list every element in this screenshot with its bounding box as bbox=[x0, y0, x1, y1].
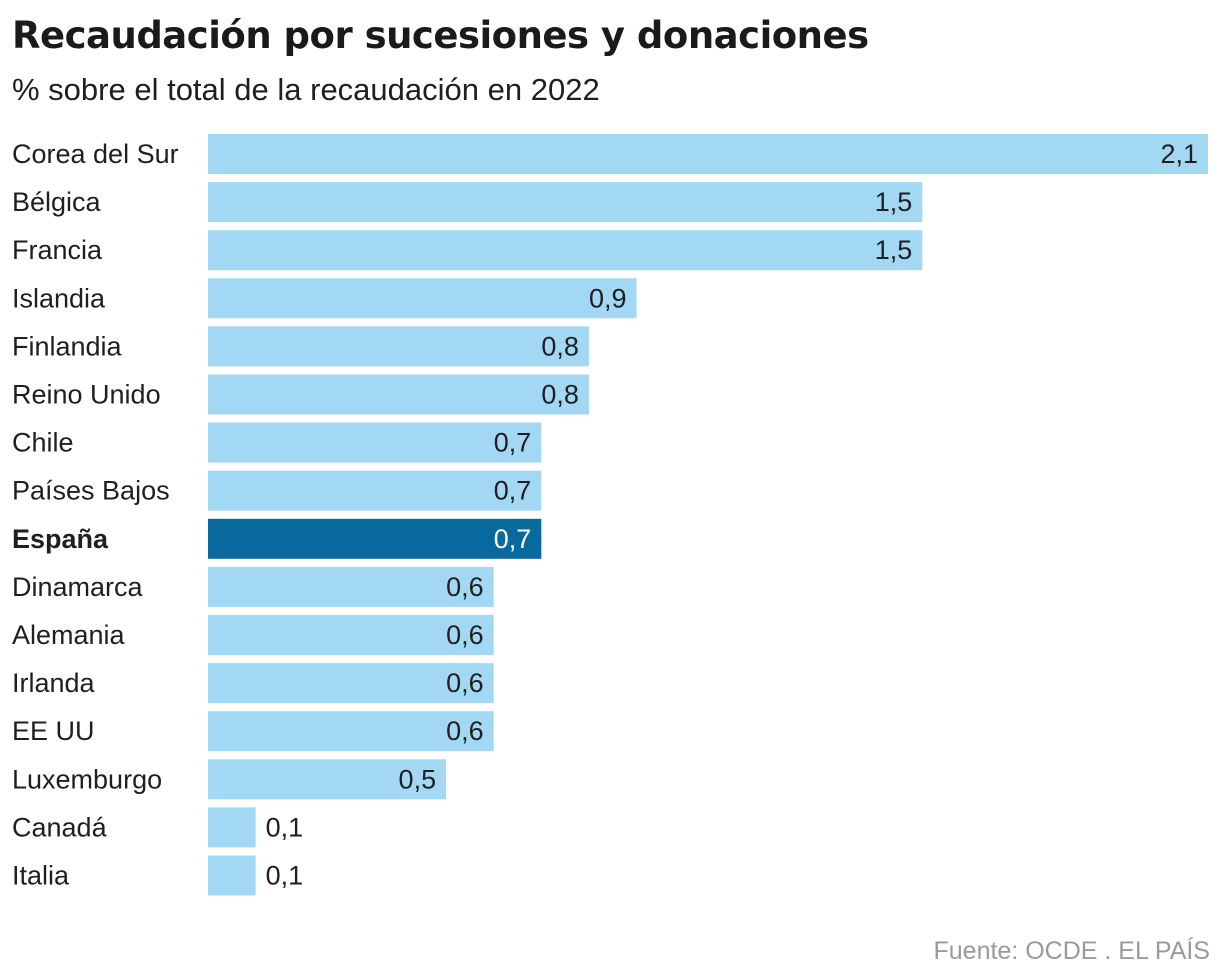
bars-layer: Corea del Sur 2,1 Bélgica 1,5 Francia 1,5 Isla… bbox=[12, 134, 1208, 896]
value-label: 0,5 bbox=[399, 764, 437, 794]
category-label: Bélgica bbox=[12, 187, 102, 217]
category-label: Dinamarca bbox=[12, 572, 144, 602]
bar-highlight bbox=[208, 518, 542, 559]
bar-row: España 0,7 bbox=[12, 518, 542, 559]
value-label: 0,6 bbox=[446, 572, 484, 602]
category-label: Corea del Sur bbox=[12, 139, 179, 169]
bar-row: Países Bajos 0,7 bbox=[12, 470, 542, 511]
value-label: 0,1 bbox=[266, 861, 304, 891]
bar-row: Dinamarca 0,6 bbox=[12, 566, 494, 607]
bar bbox=[208, 711, 494, 752]
value-label: 0,7 bbox=[494, 476, 532, 506]
bar-row: Islandia 0,9 bbox=[12, 278, 637, 319]
category-label: Reino Unido bbox=[12, 380, 161, 410]
category-label: Islandia bbox=[12, 283, 106, 313]
bar-row: Corea del Sur 2,1 bbox=[12, 134, 1208, 174]
bar-row: Bélgica 1,5 bbox=[12, 182, 923, 223]
bar bbox=[208, 182, 923, 223]
value-label: 0,8 bbox=[541, 380, 579, 410]
value-label: 0,6 bbox=[446, 620, 484, 650]
category-label: Finlandia bbox=[12, 331, 123, 361]
category-label: Alemania bbox=[12, 620, 126, 650]
bar bbox=[208, 422, 542, 463]
bar-row: EE UU 0,6 bbox=[12, 711, 494, 752]
bar bbox=[208, 759, 447, 800]
bar bbox=[208, 855, 256, 896]
category-label: Países Bajos bbox=[12, 476, 170, 506]
bar-row: Finlandia 0,8 bbox=[12, 326, 589, 367]
bar bbox=[208, 326, 589, 367]
bar-row: Chile 0,7 bbox=[12, 422, 542, 463]
value-label: 0,7 bbox=[494, 524, 532, 554]
bar bbox=[208, 470, 542, 511]
value-label: 1,5 bbox=[875, 235, 913, 265]
value-label: 0,9 bbox=[589, 283, 627, 313]
bar-row: Luxemburgo 0,5 bbox=[12, 759, 447, 800]
value-label: 0,8 bbox=[541, 331, 579, 361]
value-label: 0,6 bbox=[446, 716, 484, 746]
bar bbox=[208, 807, 256, 848]
source-note: Fuente: OCDE . EL PAÍS bbox=[933, 937, 1210, 965]
value-label: 2,1 bbox=[1160, 139, 1198, 169]
value-label: 0,6 bbox=[446, 668, 484, 698]
value-label: 0,1 bbox=[266, 812, 304, 842]
category-label: España bbox=[12, 524, 109, 554]
bar-row: Francia 1,5 bbox=[12, 230, 923, 271]
category-label: Canadá bbox=[12, 812, 108, 842]
bar bbox=[208, 278, 637, 319]
value-label: 1,5 bbox=[875, 187, 913, 217]
bar-row: Canadá 0,1 bbox=[12, 807, 304, 848]
chart-title: Recaudación por sucesiones y donaciones bbox=[12, 14, 869, 57]
bar bbox=[208, 566, 494, 607]
category-label: Irlanda bbox=[12, 668, 96, 698]
bar bbox=[208, 134, 1208, 174]
bar-row: Reino Unido 0,8 bbox=[12, 374, 589, 415]
bar-row: Irlanda 0,6 bbox=[12, 663, 494, 704]
bar bbox=[208, 374, 589, 415]
category-label: Italia bbox=[12, 861, 70, 891]
chart-subtitle: % sobre el total de la recaudación en 20… bbox=[12, 72, 600, 107]
category-label: Francia bbox=[12, 235, 103, 265]
bar bbox=[208, 615, 494, 655]
bar-row: Italia 0,1 bbox=[12, 855, 304, 896]
value-label: 0,7 bbox=[494, 428, 532, 458]
category-label: Luxemburgo bbox=[12, 764, 162, 794]
bar bbox=[208, 663, 494, 704]
bar-row: Alemania 0,6 bbox=[12, 615, 494, 655]
category-label: EE UU bbox=[12, 716, 95, 746]
category-label: Chile bbox=[12, 428, 74, 458]
bar bbox=[208, 230, 923, 271]
